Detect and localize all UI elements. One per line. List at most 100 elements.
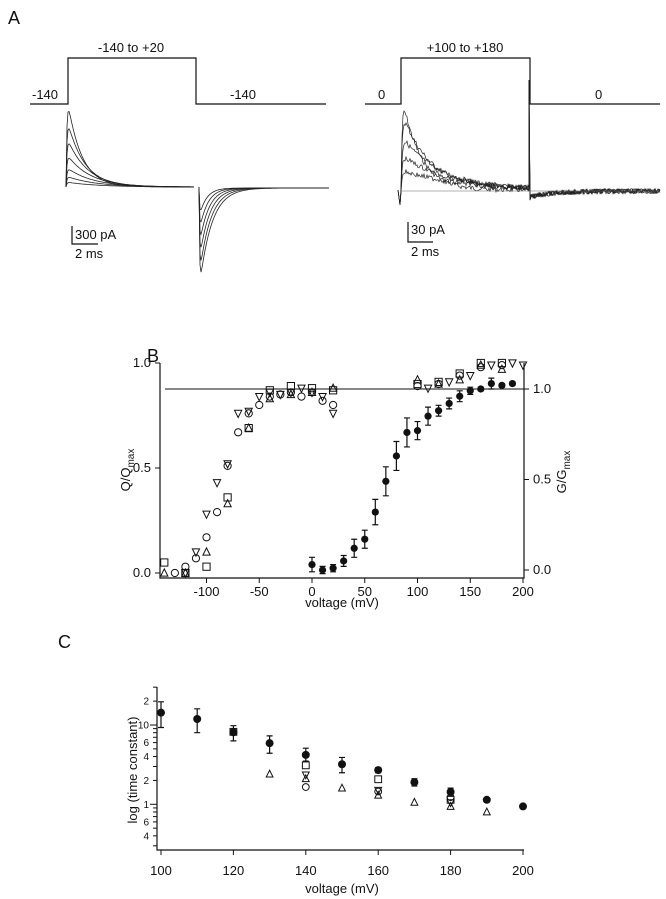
- point-open-circle: [244, 409, 253, 418]
- axes-frame: [159, 363, 525, 579]
- point-open-circle: [202, 533, 211, 542]
- point-open-circle: [212, 507, 222, 517]
- right-scale-time: 2 ms: [411, 244, 440, 259]
- point-filled-circle: [508, 379, 517, 388]
- right-return-label: 0: [595, 87, 602, 102]
- point-open-circle: [223, 461, 232, 470]
- point-filled-circle: [350, 544, 358, 552]
- left-return-label: -140: [230, 87, 256, 102]
- x-tick-label: 140: [295, 863, 317, 878]
- b-ylabel-left: Q/Qmax: [118, 449, 137, 492]
- point-open-circle: [170, 568, 179, 578]
- point-open-triangle-up: [410, 797, 419, 806]
- on-current-trace: [65, 110, 194, 188]
- point-open-circle: [329, 400, 338, 410]
- y-left-tick-label: 0.0: [133, 565, 151, 580]
- point-open-circle: [318, 396, 327, 405]
- point-open-triangle-up: [434, 378, 444, 388]
- x-tick-label: 200: [512, 863, 534, 878]
- x-tick-label: 180: [440, 863, 462, 878]
- point-open-triangle-up: [223, 498, 233, 508]
- y-right-tick-label: 0.5: [533, 472, 551, 487]
- point-filled-circle: [308, 560, 316, 569]
- series-circle-open: [170, 361, 506, 578]
- right-voltage-protocol: 0 +100 to +180 0: [365, 40, 660, 105]
- point-open-circle: [476, 363, 485, 372]
- on-current-trace: [65, 128, 194, 188]
- point-open-triangle-up: [497, 364, 507, 373]
- point-open-triangle-up: [337, 783, 347, 792]
- point-open-circle: [191, 554, 201, 563]
- series-circle-open: [301, 783, 455, 802]
- point-open-square: [160, 558, 169, 567]
- point-filled-circle: [340, 557, 348, 565]
- c-xlabel: voltage (mV): [305, 881, 379, 896]
- point-open-circle: [297, 392, 306, 401]
- y-tick-label: 2: [143, 776, 149, 787]
- point-open-triangle-up: [202, 546, 211, 556]
- point-open-square: [301, 761, 310, 770]
- point-filled-circle: [456, 392, 464, 400]
- panel-c-label: C: [58, 632, 71, 652]
- y-left-tick-label: 1.0: [133, 355, 151, 370]
- point-filled-circle: [435, 407, 443, 415]
- point-open-triangle-down: [254, 393, 264, 402]
- point-open-triangle-down: [244, 407, 254, 417]
- x-tick-label: 160: [367, 863, 389, 878]
- point-filled-circle: [498, 381, 506, 389]
- tail-current-trace: [198, 187, 329, 248]
- point-filled-circle: [371, 508, 379, 516]
- point-filled-circle: [466, 387, 474, 395]
- right-holding-label: 0: [378, 87, 385, 102]
- point-open-triangle-down: [518, 361, 528, 371]
- point-filled-circle: [193, 715, 202, 724]
- y-tick-label: 4: [143, 831, 149, 842]
- point-open-square: [434, 377, 443, 386]
- x-tick-label: 120: [223, 863, 245, 878]
- on-current-trace: [65, 143, 194, 188]
- point-filled-circle: [410, 778, 419, 787]
- point-open-square: [307, 384, 317, 393]
- point-open-triangle-up: [159, 567, 169, 577]
- point-filled-circle: [403, 428, 411, 437]
- y-tick-label: 10: [138, 721, 150, 732]
- x-tick-label: 150: [459, 584, 481, 599]
- point-open-triangle-down: [446, 799, 455, 808]
- point-filled-circle: [318, 566, 327, 574]
- point-filled-circle: [392, 452, 400, 460]
- point-open-square: [329, 386, 338, 395]
- panel-a-label: A: [8, 8, 20, 28]
- left-scale-current: 300 pA: [75, 227, 117, 242]
- point-open-triangle-down: [465, 372, 475, 381]
- point-filled-circle: [157, 708, 165, 717]
- point-open-circle: [301, 783, 310, 791]
- point-filled-circle: [338, 760, 346, 769]
- left-voltage-protocol: -140 -140 to +20 -140: [30, 40, 326, 105]
- point-open-triangle-up: [476, 359, 486, 369]
- x-tick-label: 100: [150, 863, 172, 878]
- point-open-square: [229, 727, 238, 736]
- chart-c: log (time constant) voltage (mV) 100 120 1…: [125, 686, 534, 896]
- x-tick-label: -50: [250, 584, 269, 599]
- series-triangle-up-open: [159, 359, 507, 577]
- point-open-circle: [234, 428, 243, 437]
- on-current-trace: [65, 176, 194, 188]
- point-open-triangle-down: [191, 548, 201, 558]
- point-open-triangle-down: [373, 786, 383, 796]
- point-open-triangle-up: [455, 374, 465, 384]
- point-open-triangle-down: [180, 569, 190, 579]
- y-tick-label: 4: [143, 752, 149, 763]
- series-triangle-down-open: [180, 359, 528, 579]
- point-open-triangle-up: [413, 374, 422, 384]
- x-tick-label: 50: [358, 584, 372, 599]
- point-open-square: [497, 358, 506, 368]
- point-open-triangle-up: [265, 769, 274, 778]
- chart-b: Q/Qmax G/Gmax voltage (mV) -100 -50 0 50 100…: [118, 355, 573, 610]
- left-scale-time: 2 ms: [75, 246, 104, 261]
- tail-current-trace: [198, 187, 329, 273]
- point-open-triangle-down: [233, 409, 243, 419]
- point-open-triangle-up: [328, 382, 338, 392]
- point-open-triangle-up: [446, 801, 455, 810]
- point-open-square: [455, 369, 464, 378]
- point-filled-circle: [229, 728, 238, 737]
